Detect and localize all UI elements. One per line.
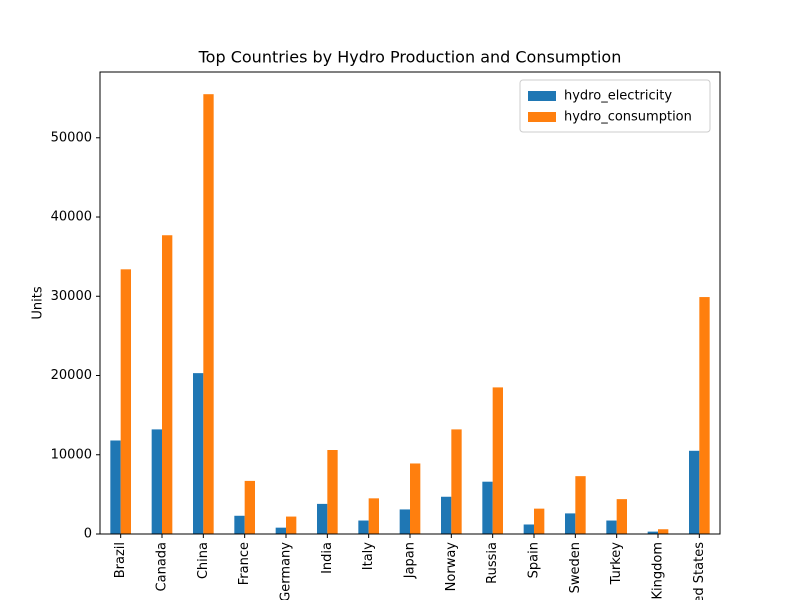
bar: [286, 516, 297, 534]
x-tick-label: Spain: [527, 542, 542, 578]
bar: [203, 94, 214, 534]
x-tick-label: Turkey: [609, 542, 624, 586]
bar: [317, 503, 328, 534]
y-axis-label: Units: [31, 286, 46, 319]
bar: [534, 508, 545, 534]
y-tick-label: 0: [84, 527, 92, 542]
y-tick-label: 30000: [51, 289, 92, 304]
x-tick-label: France: [237, 542, 252, 585]
legend-label: hydro_consumption: [564, 110, 692, 125]
bar: [616, 499, 627, 534]
bar: [193, 373, 204, 534]
bar: [275, 527, 286, 534]
bar: [575, 476, 586, 534]
bar: [399, 509, 410, 534]
x-tick-label: United States: [692, 542, 707, 600]
bar: [658, 529, 669, 534]
bar: [327, 450, 338, 534]
bar: [606, 520, 617, 534]
bar: [492, 387, 503, 534]
legend-swatch: [528, 91, 556, 101]
x-tick-label: China: [196, 542, 211, 579]
x-tick-label: India: [320, 542, 335, 574]
x-tick-label: Japan: [403, 542, 418, 579]
x-tick-label: Italy: [361, 542, 376, 571]
bar: [689, 450, 700, 534]
bar: [565, 513, 576, 534]
plot-frame: [99, 71, 721, 535]
x-tick-label: Germany: [279, 542, 294, 600]
x-tick-label: Brazil: [113, 542, 128, 578]
bar: [110, 440, 121, 534]
bar: [244, 480, 255, 534]
bar: [523, 524, 534, 534]
bar: [647, 531, 658, 534]
bar: [451, 429, 462, 534]
legend-box: [519, 79, 711, 133]
bar: [162, 235, 173, 534]
bar: [358, 520, 369, 534]
y-tick-label: 40000: [51, 210, 92, 225]
x-tick-label: United Kingdom: [651, 542, 666, 600]
bar: [120, 269, 131, 534]
y-tick-label: 10000: [51, 447, 92, 462]
legend-swatch: [528, 112, 556, 122]
bar: [410, 463, 421, 534]
x-tick-label: Russia: [485, 542, 500, 584]
bar: [151, 429, 162, 534]
bar: [368, 498, 379, 534]
chart-title: Top Countries by Hydro Production and Co…: [198, 48, 622, 67]
x-tick-label: Canada: [155, 542, 170, 591]
x-tick-label: Norway: [444, 542, 459, 592]
bar: [234, 515, 245, 534]
y-tick-label: 50000: [51, 130, 92, 145]
bar: [441, 496, 452, 534]
bar: [482, 481, 493, 534]
x-tick-label: Sweden: [568, 542, 583, 593]
y-tick-label: 20000: [51, 368, 92, 383]
bar: [699, 297, 710, 534]
legend-label: hydro_electricity: [564, 89, 672, 104]
